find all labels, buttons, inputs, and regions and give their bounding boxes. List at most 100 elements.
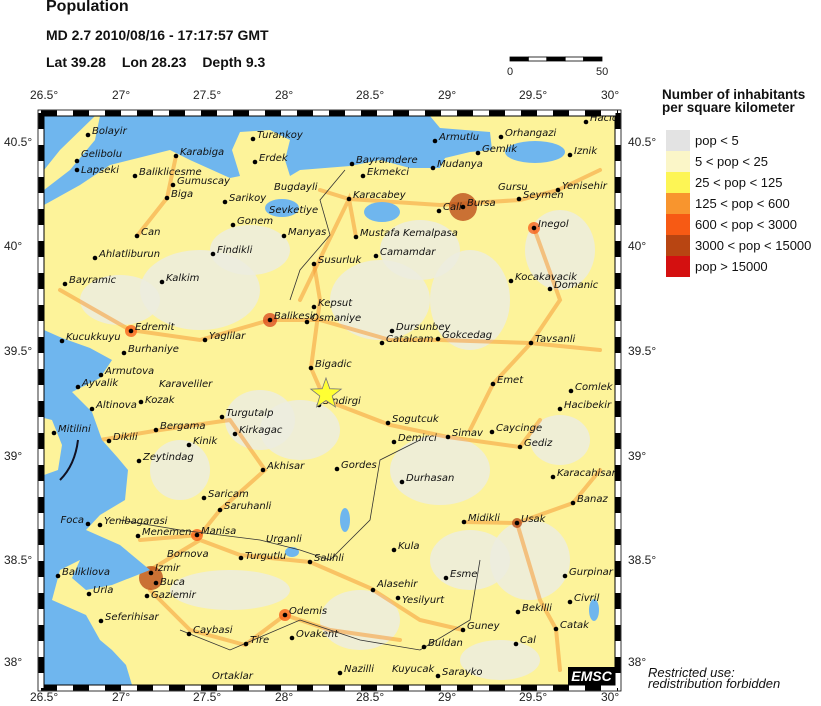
city-dot — [238, 555, 244, 561]
city-marker: Domanic — [547, 280, 599, 292]
city-label: Bigadic — [315, 359, 352, 370]
city-marker: Hacibekir — [557, 400, 612, 412]
city-marker: Dikili — [106, 432, 138, 444]
sea — [44, 116, 95, 170]
emsc-logo: EMSC — [568, 667, 615, 685]
city-dot — [443, 575, 449, 581]
city-marker: Urganli — [266, 534, 302, 545]
city-label: Manyas — [288, 227, 326, 238]
city-dot — [513, 641, 519, 647]
city-label: Urla — [93, 585, 113, 596]
sparse-area — [170, 570, 290, 610]
scale-bar-segment — [564, 56, 585, 62]
road-density — [148, 588, 402, 648]
city-label: Urganli — [266, 534, 302, 545]
city-label: Bugdayli — [274, 182, 318, 193]
city-label: Ortaklar — [212, 671, 254, 682]
city-label: Iznik — [574, 146, 598, 157]
city-label: Esme — [450, 569, 477, 580]
city-marker: Bornova — [167, 549, 209, 560]
city-dot — [62, 281, 68, 287]
city-dot — [173, 153, 179, 159]
city-dot — [515, 609, 521, 615]
city-label: Gediz — [524, 438, 553, 449]
city-label: Gumuscay — [177, 176, 231, 187]
city-label: Gordes — [341, 460, 377, 471]
city-label: Gemlik — [482, 144, 518, 155]
city-dot — [98, 618, 104, 624]
city-dot — [570, 500, 576, 506]
city-label: Nazilli — [344, 664, 374, 675]
city-dot — [164, 195, 170, 201]
city-dot — [555, 187, 561, 193]
city-label: Yaglilar — [209, 331, 246, 342]
city-label: Comlek — [575, 382, 614, 393]
city-label: Foca — [61, 515, 85, 526]
city-label: Izmir — [155, 563, 181, 574]
sparse-area — [530, 415, 590, 465]
city-dot — [153, 427, 159, 433]
city-dot — [134, 233, 140, 239]
city-marker: Ahlatliburun — [92, 249, 160, 261]
city-dot — [508, 278, 514, 284]
sparse-area — [320, 590, 400, 650]
lat-tick-right: 40° — [628, 239, 647, 253]
legend-label: 125 < pop < 600 — [695, 196, 790, 211]
city-marker: Seferihisar — [98, 612, 160, 624]
lon-tick-bottom: 29° — [438, 690, 457, 704]
city-dot — [136, 458, 142, 464]
city-dot — [252, 159, 258, 165]
city-label: Sarikoy — [229, 193, 267, 204]
lake — [265, 199, 299, 217]
legend-swatch — [666, 214, 690, 235]
city-label: Ayvalik — [81, 378, 119, 389]
city-dot — [461, 519, 467, 525]
city-label: Bursa — [467, 198, 496, 209]
city-marker: Altinova — [89, 400, 137, 412]
event-info: MD 2.7 2010/08/16 - 17:17:57 GMT — [46, 27, 269, 43]
city-marker: Midikli — [461, 513, 500, 525]
city-label: Kinik — [193, 436, 218, 447]
city-dot — [517, 444, 523, 450]
city-label: Osmaniye — [311, 313, 361, 324]
scale-end: 50 — [596, 66, 609, 78]
city-marker: Gaziemir — [144, 590, 197, 601]
city-label: Manisa — [201, 526, 236, 537]
lat-tick-left: 40.5° — [4, 135, 33, 149]
city-dot — [445, 434, 451, 440]
city-marker: Gonem — [230, 216, 273, 228]
city-label: Karaveliler — [159, 379, 213, 390]
river — [179, 559, 481, 651]
city-dot — [75, 384, 81, 390]
city-label: Mustafa Kemalpasa — [360, 228, 458, 239]
event-location: Lat 39.28 Lon 28.23 Depth 9.3 — [46, 54, 277, 70]
city-label: Simav — [452, 428, 484, 439]
city-dot — [260, 467, 266, 473]
city-label: Usak — [521, 514, 547, 525]
legend-label: 600 < pop < 3000 — [695, 217, 797, 232]
city-dot — [489, 429, 495, 435]
legend-title: Number of inhabitants per square kilomet… — [662, 87, 806, 115]
city-marker: Armutlu — [432, 132, 479, 144]
city-dot — [222, 199, 228, 205]
city-dot — [583, 119, 589, 125]
city-label: Menemen — [142, 527, 192, 538]
city-dot — [531, 225, 537, 231]
city-label: Tire — [250, 635, 269, 646]
scale-bar-segment — [528, 56, 548, 62]
city-marker: Cali — [436, 202, 462, 214]
city-marker: Kocakavacik — [508, 272, 578, 284]
city-marker: Orhangazi — [498, 128, 557, 140]
lon-tick-bottom: 27.5° — [193, 690, 222, 704]
city-dot — [219, 414, 225, 420]
city-marker: Bolayir — [85, 126, 128, 138]
city-label: Kalkim — [166, 273, 200, 284]
sparse-area — [430, 530, 510, 590]
city-label: Camamdar — [380, 247, 436, 258]
city-marker: Kuyucak — [392, 664, 436, 675]
city-dot — [210, 251, 216, 257]
city-marker: Iznik — [567, 146, 598, 158]
city-dot — [121, 350, 127, 356]
city-marker: Comlek — [568, 382, 614, 394]
